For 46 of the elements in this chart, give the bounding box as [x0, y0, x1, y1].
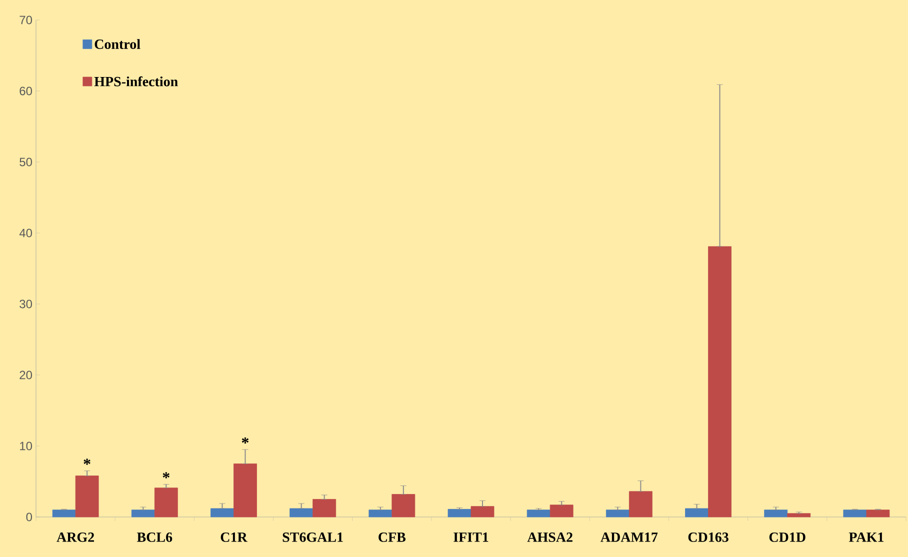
x-tick-label: C1R	[220, 532, 248, 542]
bar	[234, 464, 257, 518]
y-tick-label: 30	[20, 300, 32, 308]
bar	[764, 510, 788, 518]
bar	[210, 508, 234, 518]
bar	[843, 510, 867, 518]
bar	[866, 510, 890, 518]
x-tick-label: AHSA2	[527, 532, 572, 542]
bar	[628, 491, 652, 518]
legend-label: HPS-infection	[94, 76, 178, 86]
bar	[685, 508, 708, 518]
x-tick-label: ST6GAL1	[282, 532, 343, 542]
bar	[290, 508, 314, 518]
annotation: *	[84, 458, 90, 465]
y-tick-label: 50	[20, 158, 32, 166]
bar	[470, 506, 494, 518]
bar	[75, 476, 99, 518]
x-tick-label: ARG2	[56, 532, 94, 542]
y-tick-label: 20	[20, 370, 32, 380]
x-tick-label: ADAM17	[600, 532, 658, 542]
x-tick-label: PAK1	[848, 532, 884, 542]
bar	[52, 510, 76, 518]
y-tick-label: 70	[20, 16, 32, 24]
bar	[708, 246, 732, 518]
bar	[392, 494, 416, 518]
y-tick-label: 60	[20, 86, 32, 96]
y-tick-label: 0	[26, 512, 32, 522]
bar	[131, 510, 155, 518]
annotation: *	[242, 437, 249, 444]
x-tick-label: CD163	[688, 532, 728, 542]
bar	[368, 510, 392, 518]
bar	[312, 499, 336, 518]
annotation: *	[162, 472, 170, 478]
bar	[526, 510, 550, 518]
bar	[448, 508, 472, 518]
y-tick-label: 40	[19, 228, 32, 238]
y-tick-label: 10	[20, 442, 32, 450]
x-tick-label: CD1D	[769, 532, 806, 542]
x-tick-label: CFB	[378, 532, 406, 542]
bar	[606, 510, 630, 518]
bar	[550, 504, 574, 518]
x-tick-label: BCL6	[136, 532, 172, 542]
legend-label: Control	[94, 39, 140, 49]
x-tick-label: IFIT1	[454, 532, 488, 542]
bar	[154, 488, 178, 518]
bar	[787, 513, 811, 518]
